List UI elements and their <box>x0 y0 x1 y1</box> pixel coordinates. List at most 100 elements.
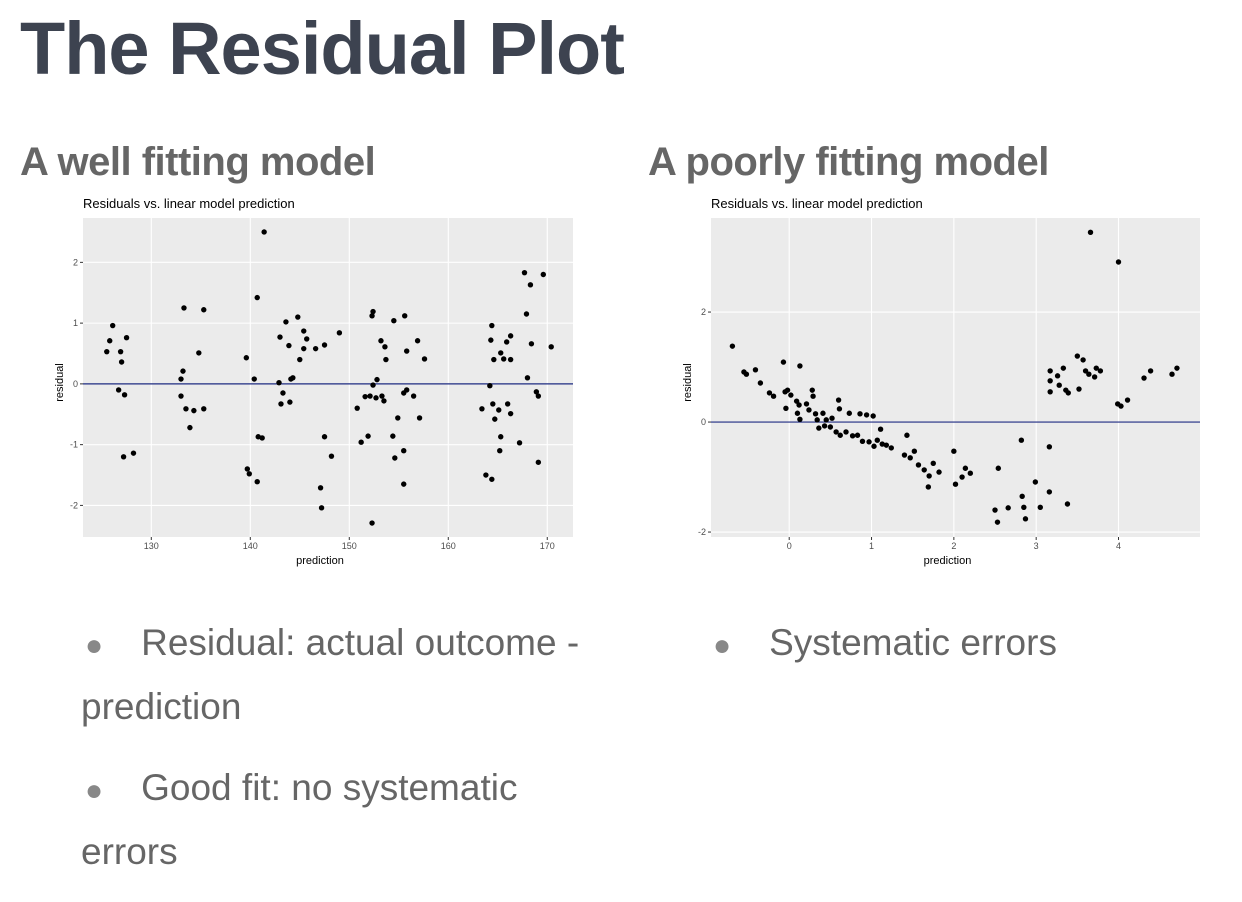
point <box>123 335 130 341</box>
point <box>1021 504 1027 510</box>
point <box>874 437 880 443</box>
point <box>504 401 511 407</box>
point <box>402 313 408 319</box>
point <box>378 338 384 344</box>
point <box>866 439 872 445</box>
point <box>120 454 127 460</box>
point <box>857 411 863 417</box>
point <box>503 339 510 345</box>
point <box>488 337 494 343</box>
point <box>283 319 289 325</box>
point <box>780 359 787 365</box>
point <box>317 485 324 491</box>
point <box>374 376 380 383</box>
point <box>290 375 296 381</box>
point <box>318 505 325 511</box>
point <box>401 481 407 487</box>
bullet-dot: ● <box>85 774 104 807</box>
x-tick-label: 3 <box>1034 541 1039 551</box>
point <box>962 465 969 471</box>
point <box>836 406 843 412</box>
point <box>201 406 207 412</box>
point <box>879 441 885 447</box>
x-tick-label: 2 <box>951 541 956 551</box>
point <box>951 448 957 454</box>
chart-title: Residuals vs. linear model prediction <box>711 196 923 211</box>
point <box>967 470 974 476</box>
point <box>367 393 373 399</box>
point <box>107 338 113 344</box>
point <box>246 471 253 477</box>
x-tick-label: 160 <box>441 541 456 551</box>
point <box>535 393 542 399</box>
point <box>390 433 396 439</box>
point <box>421 356 428 362</box>
point <box>259 435 265 441</box>
point <box>806 407 812 413</box>
point <box>1093 365 1099 371</box>
point <box>392 455 398 461</box>
point <box>952 481 959 487</box>
point <box>757 380 764 386</box>
point <box>336 330 343 336</box>
point <box>793 398 800 404</box>
point <box>244 466 251 472</box>
point <box>381 398 387 404</box>
point <box>849 433 856 439</box>
point <box>859 438 866 444</box>
point <box>877 426 884 432</box>
point <box>243 355 250 361</box>
x-tick-label: 4 <box>1116 541 1121 551</box>
point <box>930 460 936 466</box>
point <box>803 401 810 407</box>
column-heading: A poorly fitting model <box>648 140 1049 184</box>
point <box>921 467 927 473</box>
y-tick-label: -1 <box>70 440 78 450</box>
point <box>507 410 514 417</box>
point <box>1019 493 1025 499</box>
point <box>401 390 407 396</box>
point <box>379 393 385 399</box>
point <box>1169 371 1175 377</box>
point <box>1018 437 1025 443</box>
point <box>254 294 260 301</box>
chart-title: Residuals vs. linear model prediction <box>83 196 295 211</box>
point <box>833 429 839 435</box>
y-tick-label: 0 <box>701 417 706 427</box>
point <box>321 342 328 348</box>
point <box>1124 397 1131 403</box>
point <box>497 448 503 454</box>
point <box>1115 259 1122 265</box>
point <box>1060 365 1067 371</box>
point <box>959 474 965 480</box>
point <box>251 376 257 382</box>
point <box>540 271 547 278</box>
point <box>362 393 368 400</box>
point <box>498 434 504 440</box>
slide: The Residual Plot A well fitting model A… <box>20 7 1242 872</box>
point <box>521 269 528 276</box>
point <box>1054 373 1061 379</box>
y-axis-label: residual <box>682 363 694 402</box>
point <box>369 520 375 526</box>
point <box>277 334 283 340</box>
point <box>888 445 894 451</box>
bullet: ● Systematic errors <box>709 612 1242 676</box>
y-tick-label: -2 <box>70 500 78 510</box>
point <box>816 425 822 431</box>
point <box>286 342 292 349</box>
point <box>383 356 389 363</box>
point <box>820 410 826 416</box>
point <box>183 406 189 412</box>
point <box>403 348 410 354</box>
point <box>1091 374 1098 380</box>
point <box>261 229 267 235</box>
point <box>487 383 493 389</box>
point <box>507 356 514 363</box>
point <box>278 401 284 407</box>
point <box>1046 489 1053 495</box>
point <box>104 348 110 355</box>
point <box>821 423 828 429</box>
slide-title: The Residual Plot <box>20 7 625 90</box>
point <box>321 434 328 440</box>
